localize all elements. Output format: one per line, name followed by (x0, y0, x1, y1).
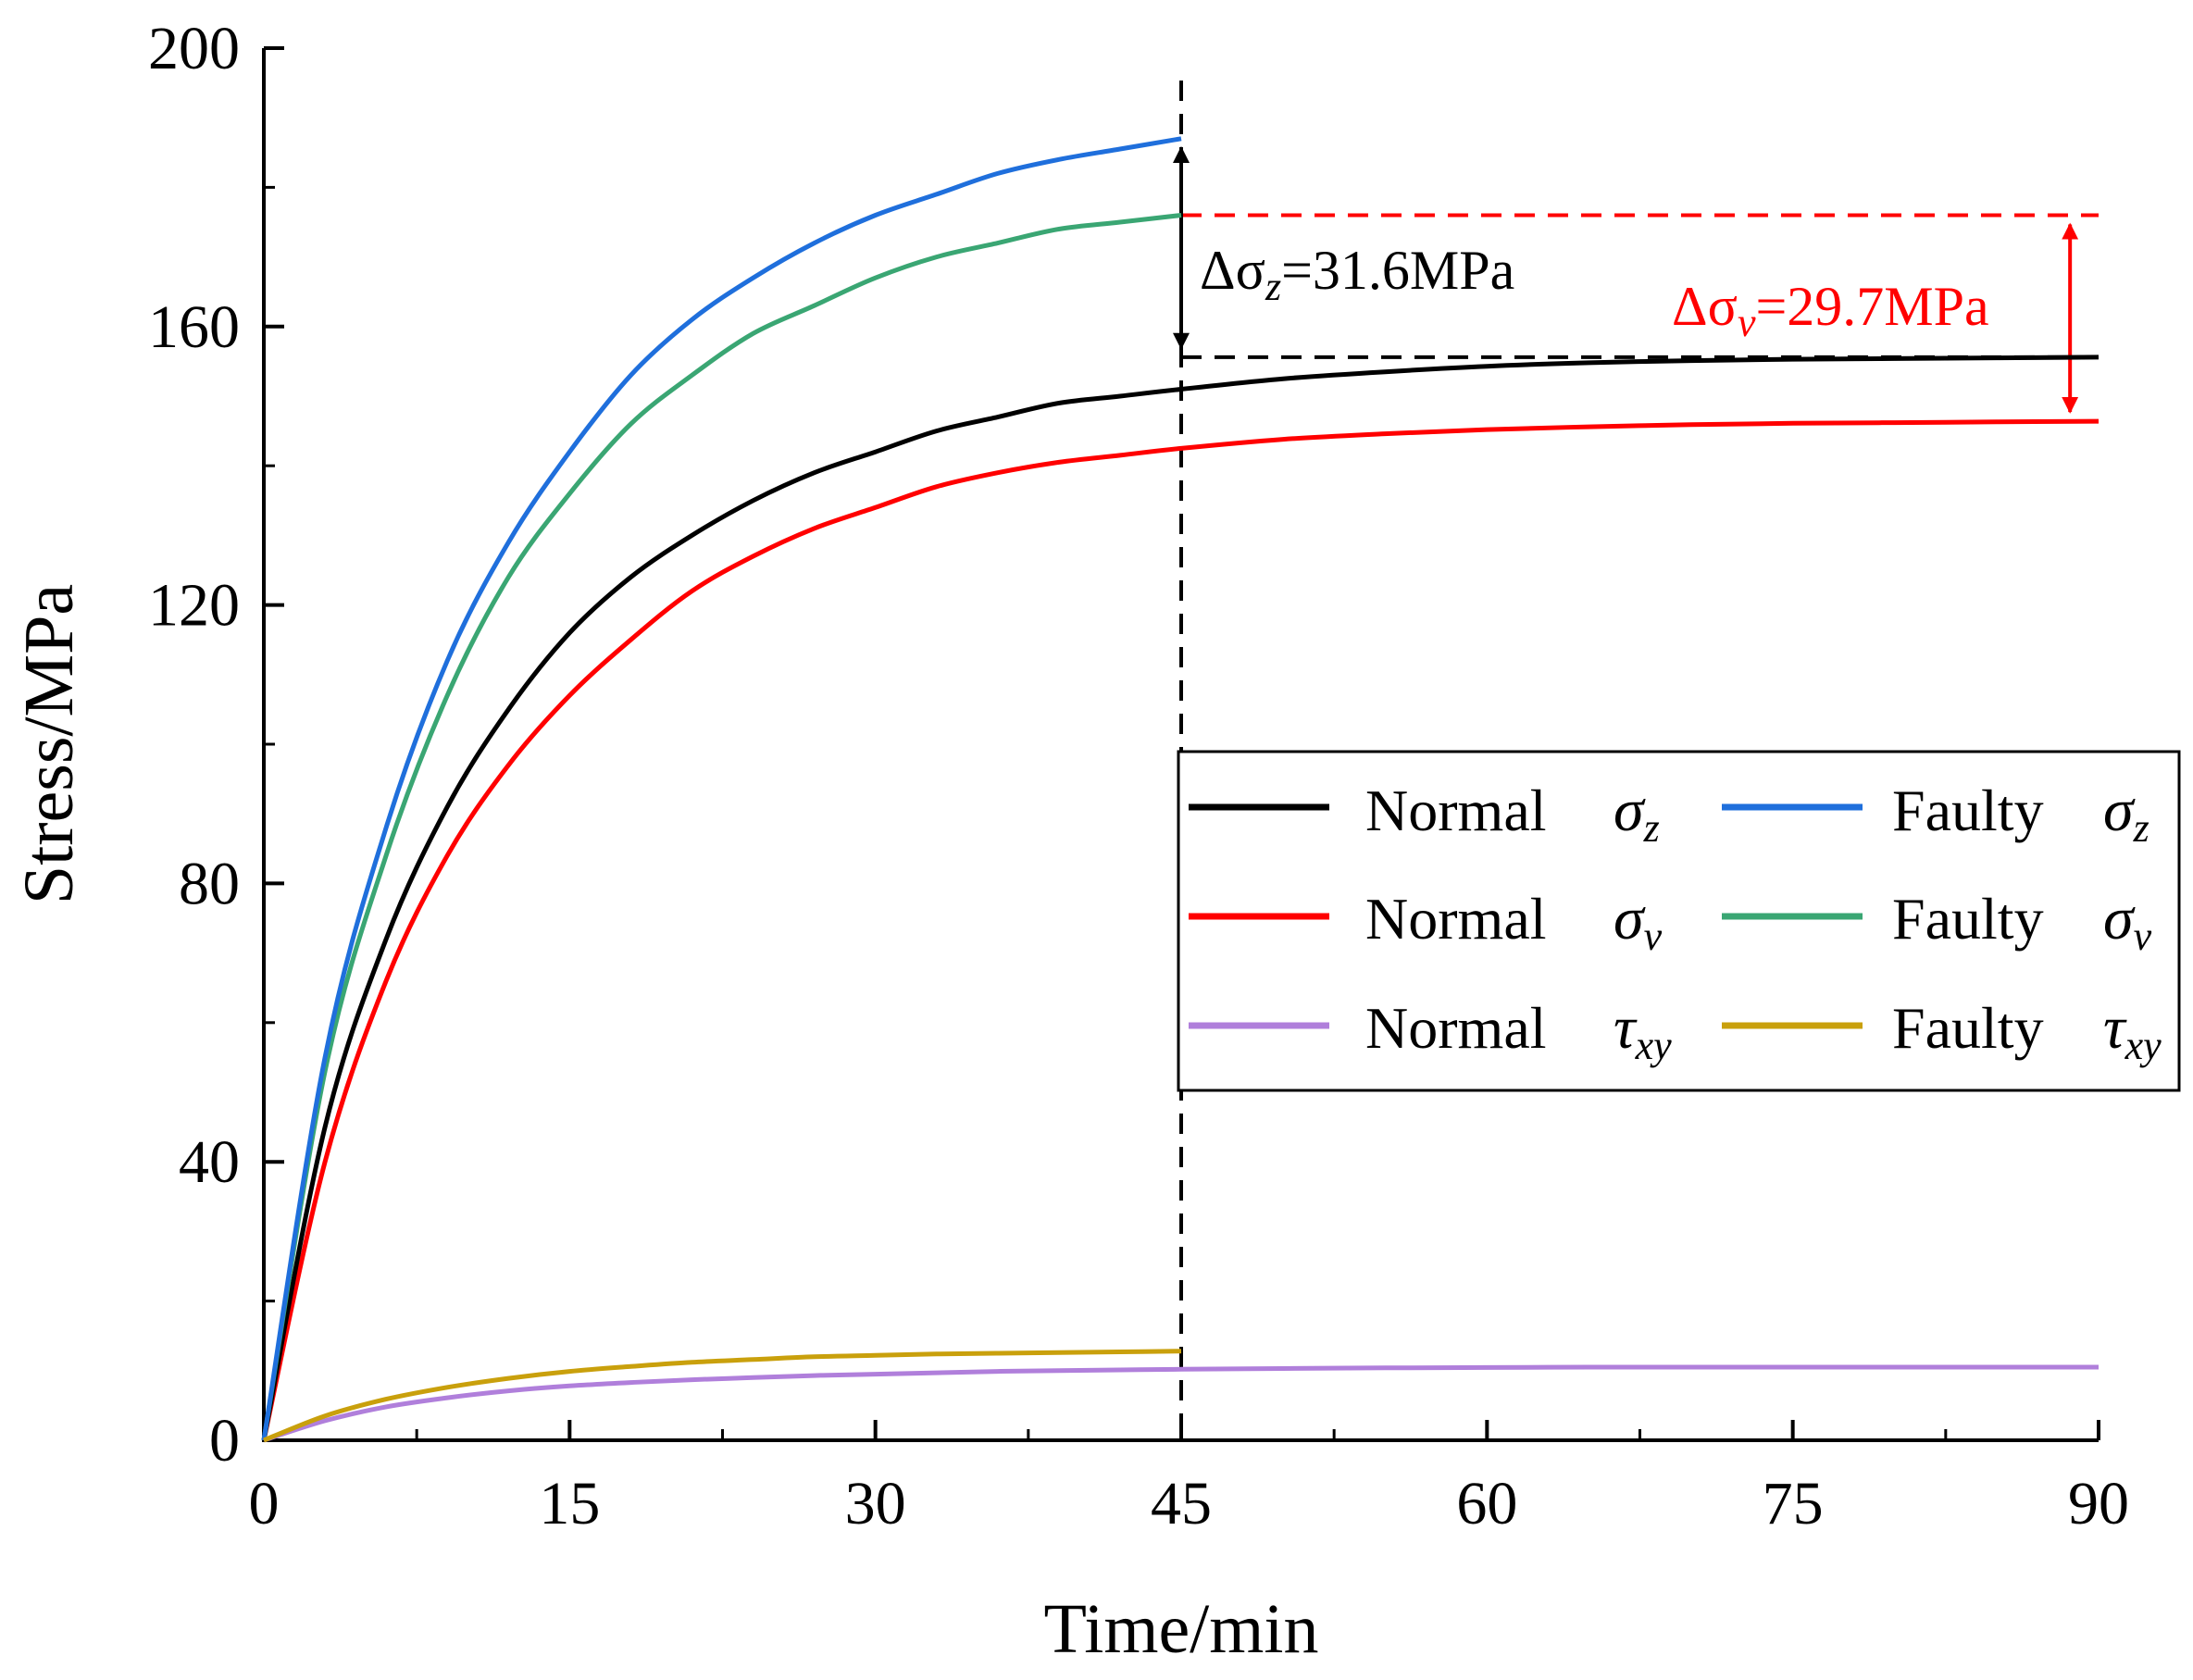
annotation-v-value: =29.7MPa (1755, 276, 1988, 337)
legend-symbol-normal-sigma-v: σv (1614, 885, 1663, 959)
x-axis-title: Time/min (1043, 1590, 1318, 1668)
y-axis-title: Stress/MPa (10, 584, 88, 904)
x-ticks: 0 15 30 45 60 75 90 (249, 1420, 2129, 1537)
legend-label-normal-sigma-z: Normal (1365, 778, 1547, 843)
annotation-delta-sigma-v: Δσv=29.7MPa (1672, 276, 1989, 345)
annotation-v-subscript: v (1738, 300, 1756, 345)
series-layer (261, 136, 2100, 1443)
series-line-faulty-sigma-v (261, 213, 1182, 1441)
annotation-z-subscript: z (1265, 264, 1281, 309)
legend-label-normal-tau-xy: Normal (1365, 995, 1547, 1061)
annotation-v-prefix: Δσ (1672, 276, 1738, 337)
legend-symbol-faulty-tau-xy: τxy (2103, 994, 2162, 1068)
series-line-normal-sigma-z (261, 355, 2100, 1441)
y-ticks: 0 40 80 120 160 200 (148, 15, 284, 1475)
y-tick-label: 160 (148, 293, 240, 361)
y-tick-label: 0 (209, 1407, 240, 1475)
y-tick-label: 80 (179, 850, 240, 917)
x-tick-label: 45 (1151, 1470, 1212, 1537)
x-tick-label: 15 (539, 1470, 600, 1537)
annotation-delta-sigma-z: Δσz=31.6MPa (1200, 240, 1514, 309)
series-line-faulty-tau-xy (263, 1349, 1182, 1443)
series-line-normal-tau-xy (263, 1364, 2099, 1443)
legend-symbol-faulty-sigma-v: σv (2103, 885, 2152, 959)
annotation-z-value: =31.6MPa (1281, 240, 1514, 301)
x-tick-label: 90 (2068, 1470, 2129, 1537)
x-tick-label: 0 (249, 1470, 280, 1537)
x-tick-label: 75 (1763, 1470, 1824, 1537)
y-tick-label: 200 (148, 15, 240, 82)
legend: Normal σz Faulty σz Normal σv Faulty σv … (1177, 750, 2181, 1092)
y-tick-label: 40 (179, 1128, 240, 1196)
legend-symbol-normal-tau-xy: τxy (1614, 994, 1672, 1068)
x-tick-label: 30 (845, 1470, 906, 1537)
series-line-normal-sigma-v (261, 418, 2100, 1441)
legend-symbol-normal-sigma-z: σz (1614, 777, 1660, 851)
legend-label-faulty-sigma-z: Faulty (1892, 778, 2044, 843)
legend-symbol-faulty-sigma-z: σz (2103, 777, 2149, 851)
y-tick-label: 120 (148, 572, 240, 640)
legend-label-normal-sigma-v: Normal (1365, 886, 1547, 952)
series-line-faulty-sigma-z (261, 136, 1182, 1441)
x-tick-label: 60 (1456, 1470, 1517, 1537)
svg-text:Δσz=31.6MPa: Δσz=31.6MPa (1200, 240, 1514, 309)
legend-label-faulty-tau-xy: Faulty (1892, 995, 2044, 1061)
legend-box (1177, 750, 2181, 1092)
svg-text:Δσv=29.7MPa: Δσv=29.7MPa (1672, 276, 1989, 345)
annotation-z-prefix: Δσ (1200, 240, 1265, 301)
legend-label-faulty-sigma-v: Faulty (1892, 886, 2044, 952)
